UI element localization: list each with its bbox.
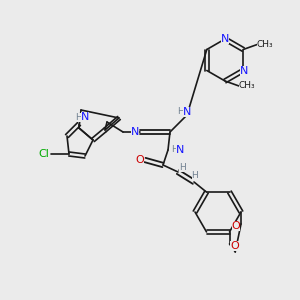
- Text: H: H: [171, 146, 177, 154]
- Text: N: N: [131, 127, 139, 137]
- Text: N: N: [183, 107, 191, 117]
- Text: CH₃: CH₃: [257, 40, 274, 49]
- Text: O: O: [230, 241, 239, 251]
- Text: N: N: [240, 65, 248, 76]
- Text: Cl: Cl: [39, 149, 50, 159]
- Text: CH₃: CH₃: [239, 82, 255, 91]
- Text: H: H: [178, 107, 184, 116]
- Text: O: O: [136, 155, 144, 165]
- Text: H: H: [192, 172, 198, 181]
- Text: N: N: [221, 34, 229, 44]
- Text: N: N: [176, 145, 184, 155]
- Text: H: H: [76, 112, 82, 122]
- Text: H: H: [178, 163, 185, 172]
- Text: O: O: [232, 221, 240, 231]
- Text: N: N: [81, 112, 89, 122]
